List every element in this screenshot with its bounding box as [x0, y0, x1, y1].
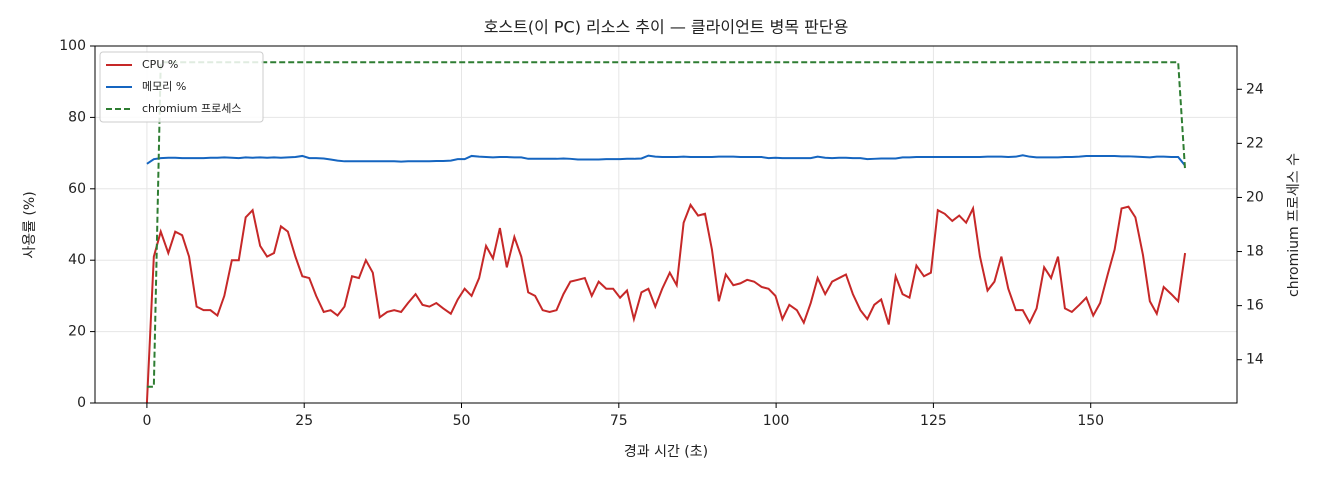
- x-tick-label: 0: [142, 413, 151, 429]
- y-tick-label: 60: [68, 181, 86, 197]
- x-tick-label: 75: [610, 413, 628, 429]
- x-tick-label: 50: [453, 413, 471, 429]
- legend-label: 메모리 %: [142, 80, 186, 93]
- legend-label: chromium 프로세스: [142, 102, 241, 115]
- x-tick-label: 150: [1077, 413, 1104, 429]
- chart-title: 호스트(이 PC) 리소스 추이 — 클라이언트 병목 판단용: [484, 18, 849, 37]
- x-tick-label: 125: [920, 413, 947, 429]
- plot-frame: [94, 45, 1238, 404]
- x-tick-label: 100: [763, 413, 790, 429]
- legend: CPU % 메모리 % chromium 프로세스: [99, 51, 264, 123]
- legend-box: [99, 51, 264, 123]
- y-tick-label: 80: [68, 109, 86, 125]
- y2-tick-label: 22: [1246, 135, 1264, 151]
- y2-tick-label: 18: [1246, 244, 1264, 260]
- y-tick-label: 40: [68, 252, 86, 268]
- x-tick-label: 25: [295, 413, 313, 429]
- y2-axis-label: chromium 프로세스 수: [1286, 153, 1302, 297]
- y2-tick-label: 14: [1246, 352, 1264, 368]
- y2-tick-label: 20: [1246, 189, 1264, 205]
- y-tick-label: 100: [59, 38, 86, 54]
- y-axis-label: 사용률 (%): [22, 191, 38, 258]
- y-tick-label: 0: [77, 395, 86, 411]
- series-line: [146, 154, 1186, 167]
- y-tick-label: 20: [68, 324, 86, 340]
- y2-tick-label: 16: [1246, 298, 1264, 314]
- x-axis-label: 경과 시간 (초): [624, 444, 708, 460]
- legend-label: CPU %: [142, 58, 178, 71]
- y2-tick-label: 24: [1246, 81, 1264, 97]
- series-line: [146, 61, 1187, 388]
- series-line: [145, 202, 1187, 404]
